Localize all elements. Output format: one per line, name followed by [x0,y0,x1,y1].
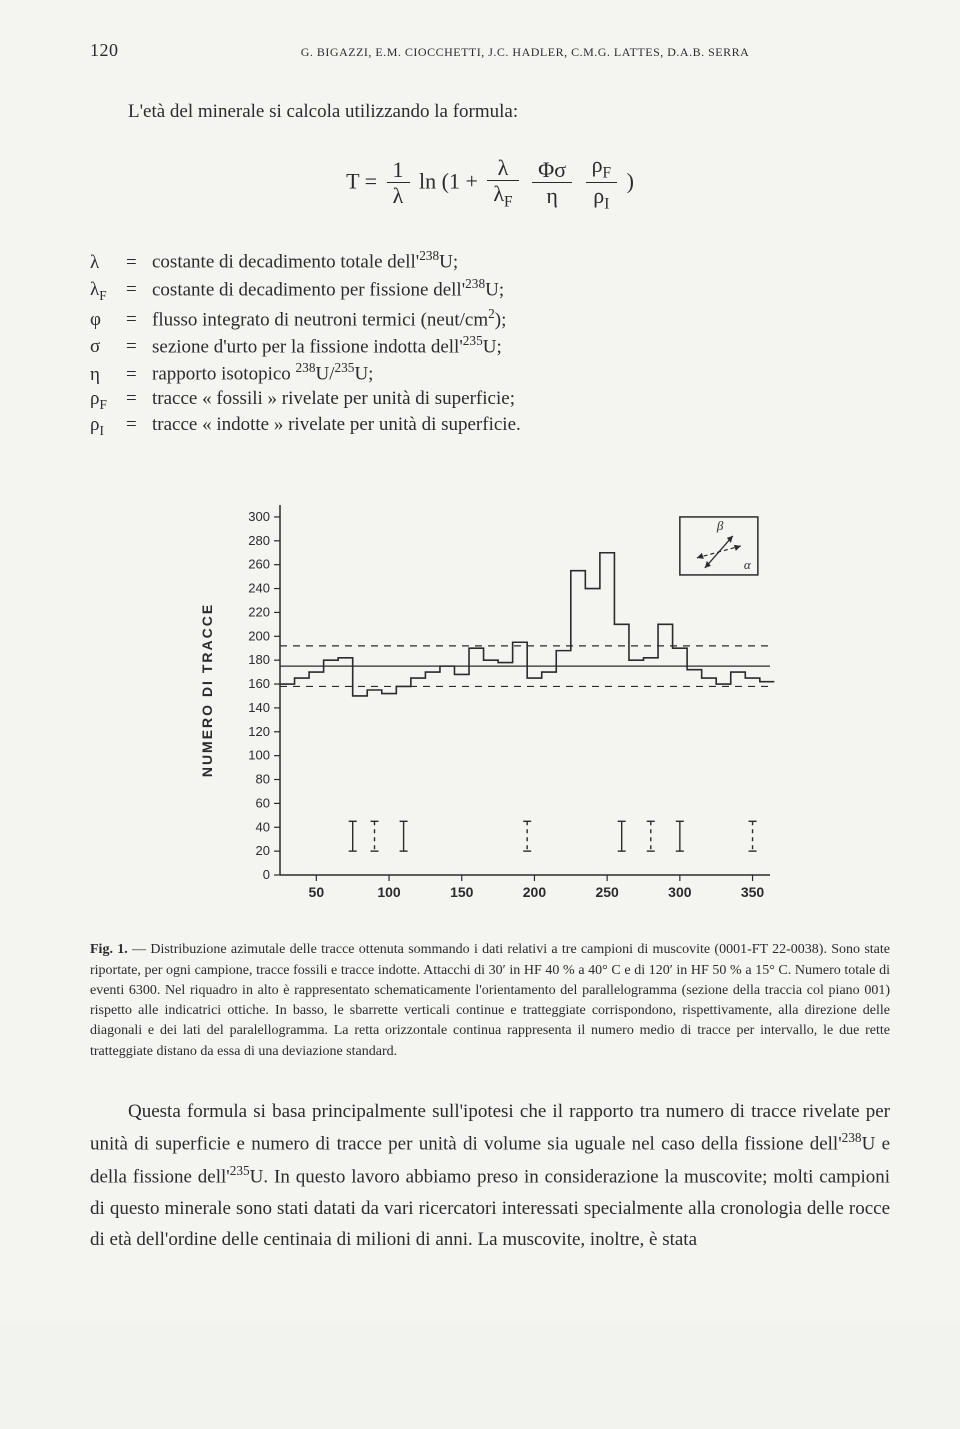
def-equals: = [126,252,144,274]
svg-text:280: 280 [248,533,270,548]
svg-text:240: 240 [248,581,270,596]
definition-row: ρF = tracce « fossili » rivelate per unità… [90,388,890,413]
svg-text:180: 180 [248,652,270,667]
def-text: tracce « indotte » rivelate per unità di… [152,414,890,436]
frac2-num: λ [487,156,518,181]
frac-rhoF-over-rhoI: ρF ρI [586,153,618,214]
formula-close-paren: ) [627,169,634,194]
formula-lhs: T = [346,169,377,194]
definition-row: η = rapporto isotopico 238U/235U; [90,360,890,385]
frac4-num: ρF [586,153,618,183]
def-text: flusso integrato di neutroni termici (ne… [152,306,890,331]
svg-text:100: 100 [248,748,270,763]
azimuthal-histogram-chart: 0 20 40 60 80 100 120 140 160 180 200 220 240 260 280 3… [190,485,790,915]
svg-text:200: 200 [248,629,270,644]
definition-row: σ = sezione d'urto per la fissione indotta… [90,333,890,358]
frac2-den: λF [487,181,518,212]
authors-running-head: G. BIGAZZI, E.M. CIOCCHETTI, J.C. HADLER… [160,45,890,60]
frac4-den: ρI [586,183,618,214]
def-text: costante di decadimento totale dell'238U… [152,248,890,273]
frac1-num: 1 [387,158,410,183]
frac3-num: Φσ [532,158,572,183]
svg-text:60: 60 [256,796,270,811]
svg-text:300: 300 [668,884,692,900]
svg-text:0: 0 [263,867,270,882]
svg-text:80: 80 [256,772,270,787]
def-text: rapporto isotopico 238U/235U; [152,360,890,385]
svg-text:300: 300 [248,509,270,524]
definition-row: ρI = tracce « indotte » rivelate per unità… [90,414,890,439]
svg-text:20: 20 [256,843,270,858]
svg-text:α: α [744,557,752,572]
definition-row: λ = costante di decadimento totale dell'23… [90,248,890,273]
def-equals: = [126,414,144,436]
svg-text:260: 260 [248,557,270,572]
svg-text:140: 140 [248,700,270,715]
svg-text:350: 350 [741,884,765,900]
svg-text:200: 200 [523,884,547,900]
def-equals: = [126,309,144,331]
page-number: 120 [90,40,130,61]
frac1-den: λ [387,183,410,209]
figure-caption: Fig. 1. — Distribuzione azimutale delle … [90,940,890,1062]
def-symbol: φ [90,309,118,331]
figure-1: 0 20 40 60 80 100 120 140 160 180 200 220 240 260 280 3… [190,485,790,920]
body-paragraph: Questa formula si basa principalmente su… [90,1096,890,1255]
frac-1-over-lambda: 1 λ [387,158,410,210]
def-equals: = [126,388,144,410]
frac-lambda-over-lambdaF: λ λF [487,156,518,212]
svg-text:NUMERO DI TRACCE: NUMERO DI TRACCE [199,603,215,777]
frac-phisigma-over-eta: Φσ η [532,158,572,210]
def-symbol: λ [90,252,118,274]
svg-text:250: 250 [595,884,619,900]
svg-text:β: β [716,518,724,533]
def-text: costante di decadimento per fissione del… [152,276,890,301]
svg-text:220: 220 [248,605,270,620]
caption-text: — Distribuzione azimutale delle tracce o… [90,942,890,1058]
def-symbol: ρF [90,388,118,413]
svg-text:150: 150 [450,884,474,900]
age-formula: T = 1 λ ln (1 + λ λF Φσ η ρF ρI ) [90,153,890,214]
caption-label: Fig. 1. [90,942,128,957]
svg-text:160: 160 [248,676,270,691]
def-symbol: σ [90,336,118,358]
def-text: tracce « fossili » rivelate per unità di… [152,388,890,410]
svg-text:40: 40 [256,819,270,834]
svg-text:100: 100 [377,884,401,900]
symbol-definitions: λ = costante di decadimento totale dell'23… [90,248,890,439]
ln-open: ln (1 + [419,169,478,194]
def-symbol: η [90,364,118,386]
def-symbol: λF [90,279,118,304]
def-equals: = [126,336,144,358]
def-equals: = [126,364,144,386]
def-text: sezione d'urto per la fissione indotta d… [152,333,890,358]
intro-sentence: L'età del minerale si calcola utilizzand… [90,101,890,123]
frac3-den: η [532,183,572,209]
svg-text:120: 120 [248,724,270,739]
definition-row: φ = flusso integrato di neutroni termici (… [90,306,890,331]
svg-text:50: 50 [309,884,325,900]
def-equals: = [126,279,144,301]
page: 120 G. BIGAZZI, E.M. CIOCCHETTI, J.C. HA… [0,0,960,1324]
running-header: 120 G. BIGAZZI, E.M. CIOCCHETTI, J.C. HA… [90,40,890,61]
definition-row: λF = costante di decadimento per fissione … [90,276,890,304]
def-symbol: ρI [90,414,118,439]
